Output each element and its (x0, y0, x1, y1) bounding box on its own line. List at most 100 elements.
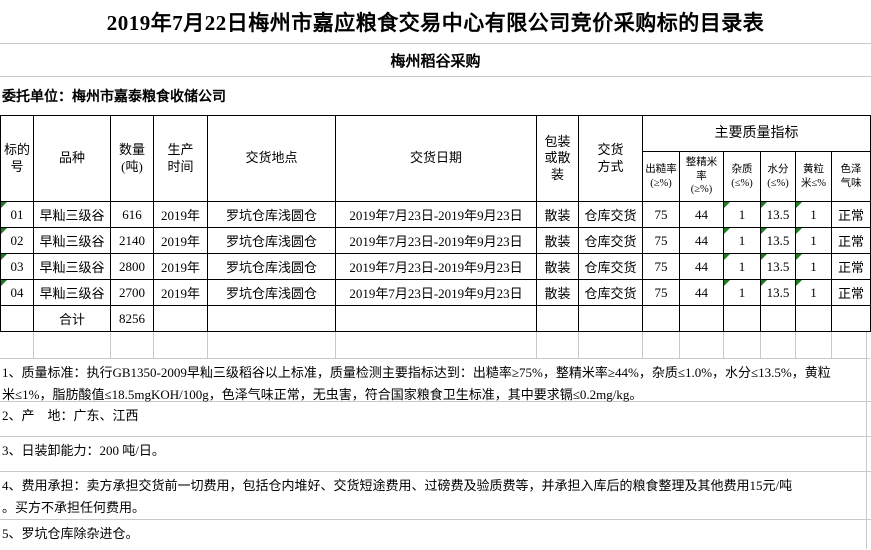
table-cell[interactable]: 13.5 (760, 227, 796, 254)
table-cell[interactable]: 正常 (830, 227, 871, 254)
table-cell[interactable]: 2019年7月23日-2019年9月23日 (335, 253, 537, 280)
header-production-time[interactable]: 生产 时间 (153, 115, 208, 202)
table-cell[interactable]: 01 (0, 201, 34, 228)
table-cell[interactable]: 44 (679, 201, 724, 228)
table-cell[interactable]: 早籼三级谷 (33, 279, 111, 306)
table-cell[interactable]: 2019年 (153, 279, 208, 306)
table-cell[interactable]: 2019年7月23日-2019年9月23日 (335, 201, 537, 228)
table-cell[interactable]: 2019年 (153, 253, 208, 280)
header-delivery-date[interactable]: 交货日期 (335, 115, 537, 202)
sheet-gridline (33, 332, 34, 358)
header-yellow-grain[interactable]: 黄粒 米≤% (795, 151, 832, 202)
error-indicator-icon (761, 254, 767, 260)
table-cell[interactable]: 仓库交货 (578, 279, 643, 306)
table-cell[interactable]: 2140 (110, 227, 154, 254)
table-cell[interactable] (642, 305, 680, 332)
table-cell[interactable]: 罗坑仓库浅圆仓 (207, 253, 336, 280)
table-cell[interactable]: 13.5 (760, 201, 796, 228)
header-head-rice-rate[interactable]: 整精米 率 (≥%) (679, 151, 724, 202)
table-cell[interactable]: 13.5 (760, 253, 796, 280)
table-row: 04 早籼三级谷 2700 2019年 罗坑仓库浅圆仓 2019年7月23日-2019年9… (0, 279, 871, 306)
table-body: 01 早籼三级谷 616 2019年 罗坑仓库浅圆仓 2019年7月23日-2019年9月… (0, 201, 871, 306)
header-variety[interactable]: 品种 (33, 115, 111, 202)
error-indicator-icon (1, 254, 7, 260)
table-cell[interactable] (578, 305, 643, 332)
table-cell[interactable]: 2019年 (153, 227, 208, 254)
table-cell[interactable]: 75 (642, 227, 680, 254)
table-cell[interactable]: 75 (642, 253, 680, 280)
table-cell[interactable]: 03 (0, 253, 34, 280)
header-delivery-place[interactable]: 交货地点 (207, 115, 336, 202)
table-cell[interactable]: 正常 (830, 253, 871, 280)
total-quantity-cell[interactable]: 8256 (110, 305, 154, 332)
header-quality-group[interactable]: 主要质量指标 (641, 115, 871, 152)
table-cell[interactable]: 44 (679, 227, 724, 254)
table-cell[interactable] (0, 305, 34, 332)
table-cell[interactable]: 早籼三级谷 (33, 201, 111, 228)
notes-section: 1、质量标准：执行GB1350-2009早籼三级稻谷以上标准，质量检测主要指标达… (0, 359, 871, 549)
table-cell[interactable]: 2800 (110, 253, 154, 280)
table-cell[interactable]: 2019年 (153, 201, 208, 228)
table-cell[interactable]: 1 (795, 279, 832, 306)
header-packing[interactable]: 包装 或散 装 (536, 115, 579, 202)
table-cell[interactable]: 罗坑仓库浅圆仓 (207, 279, 336, 306)
table-cell[interactable]: 罗坑仓库浅圆仓 (207, 201, 336, 228)
table-cell[interactable]: 仓库交货 (578, 201, 643, 228)
table-cell[interactable] (153, 305, 208, 332)
total-label-cell[interactable]: 合计 (33, 305, 111, 332)
table-cell[interactable]: 1 (795, 227, 832, 254)
table-cell[interactable]: 02 (0, 227, 34, 254)
table-cell[interactable]: 1 (723, 279, 761, 306)
table-cell[interactable]: 散装 (536, 201, 579, 228)
table-cell[interactable]: 散装 (536, 253, 579, 280)
table-cell[interactable]: 早籼三级谷 (33, 253, 111, 280)
error-indicator-icon (796, 228, 802, 234)
header-delivery-method[interactable]: 交货 方式 (578, 115, 643, 202)
table-cell[interactable] (335, 305, 537, 332)
sheet-gridline (795, 332, 796, 358)
table-cell[interactable]: 2700 (110, 279, 154, 306)
table-cell[interactable]: 2019年7月23日-2019年9月23日 (335, 227, 537, 254)
table-cell[interactable]: 44 (679, 253, 724, 280)
header-quantity[interactable]: 数量 (吨) (110, 115, 154, 202)
sheet-gridline (642, 332, 643, 358)
table-cell[interactable]: 正常 (830, 201, 871, 228)
table-cell[interactable]: 仓库交货 (578, 227, 643, 254)
table-cell[interactable]: 616 (110, 201, 154, 228)
table-cell[interactable]: 1 (723, 253, 761, 280)
header-color-odor[interactable]: 色泽 气味 (830, 151, 871, 202)
table-cell[interactable]: 75 (642, 279, 680, 306)
table-cell[interactable]: 1 (723, 227, 761, 254)
table-cell[interactable]: 44 (679, 279, 724, 306)
table-cell[interactable]: 1 (723, 201, 761, 228)
table-cell[interactable]: 早籼三级谷 (33, 227, 111, 254)
error-indicator-icon (724, 202, 730, 208)
header-impurity[interactable]: 杂质 (≤%) (723, 151, 761, 202)
error-indicator-icon (1, 280, 7, 286)
table-cell[interactable]: 04 (0, 279, 34, 306)
table-cell[interactable] (795, 305, 832, 332)
empty-grid-row (0, 332, 870, 359)
table-cell[interactable]: 罗坑仓库浅圆仓 (207, 227, 336, 254)
table-cell[interactable] (723, 305, 761, 332)
header-moisture[interactable]: 水分 (≤%) (760, 151, 796, 202)
table-cell[interactable]: 散装 (536, 227, 579, 254)
table-cell[interactable] (830, 305, 871, 332)
table-cell[interactable] (760, 305, 796, 332)
table-cell[interactable]: 散装 (536, 279, 579, 306)
table-cell[interactable]: 1 (795, 253, 832, 280)
header-brown-rice-rate[interactable]: 出糙率 (≥%) (642, 151, 680, 202)
table-cell[interactable]: 13.5 (760, 279, 796, 306)
sheet-gridline (110, 332, 111, 358)
error-indicator-icon (1, 228, 7, 234)
table-cell[interactable]: 仓库交货 (578, 253, 643, 280)
table-cell[interactable]: 1 (795, 201, 832, 228)
table-row: 03 早籼三级谷 2800 2019年 罗坑仓库浅圆仓 2019年7月23日-2019年9… (0, 253, 871, 280)
header-target-no[interactable]: 标的 号 (0, 115, 34, 202)
table-cell[interactable] (207, 305, 336, 332)
table-cell[interactable]: 2019年7月23日-2019年9月23日 (335, 279, 537, 306)
table-cell[interactable]: 75 (642, 201, 680, 228)
table-cell[interactable]: 正常 (830, 279, 871, 306)
table-cell[interactable] (679, 305, 724, 332)
table-cell[interactable] (536, 305, 579, 332)
